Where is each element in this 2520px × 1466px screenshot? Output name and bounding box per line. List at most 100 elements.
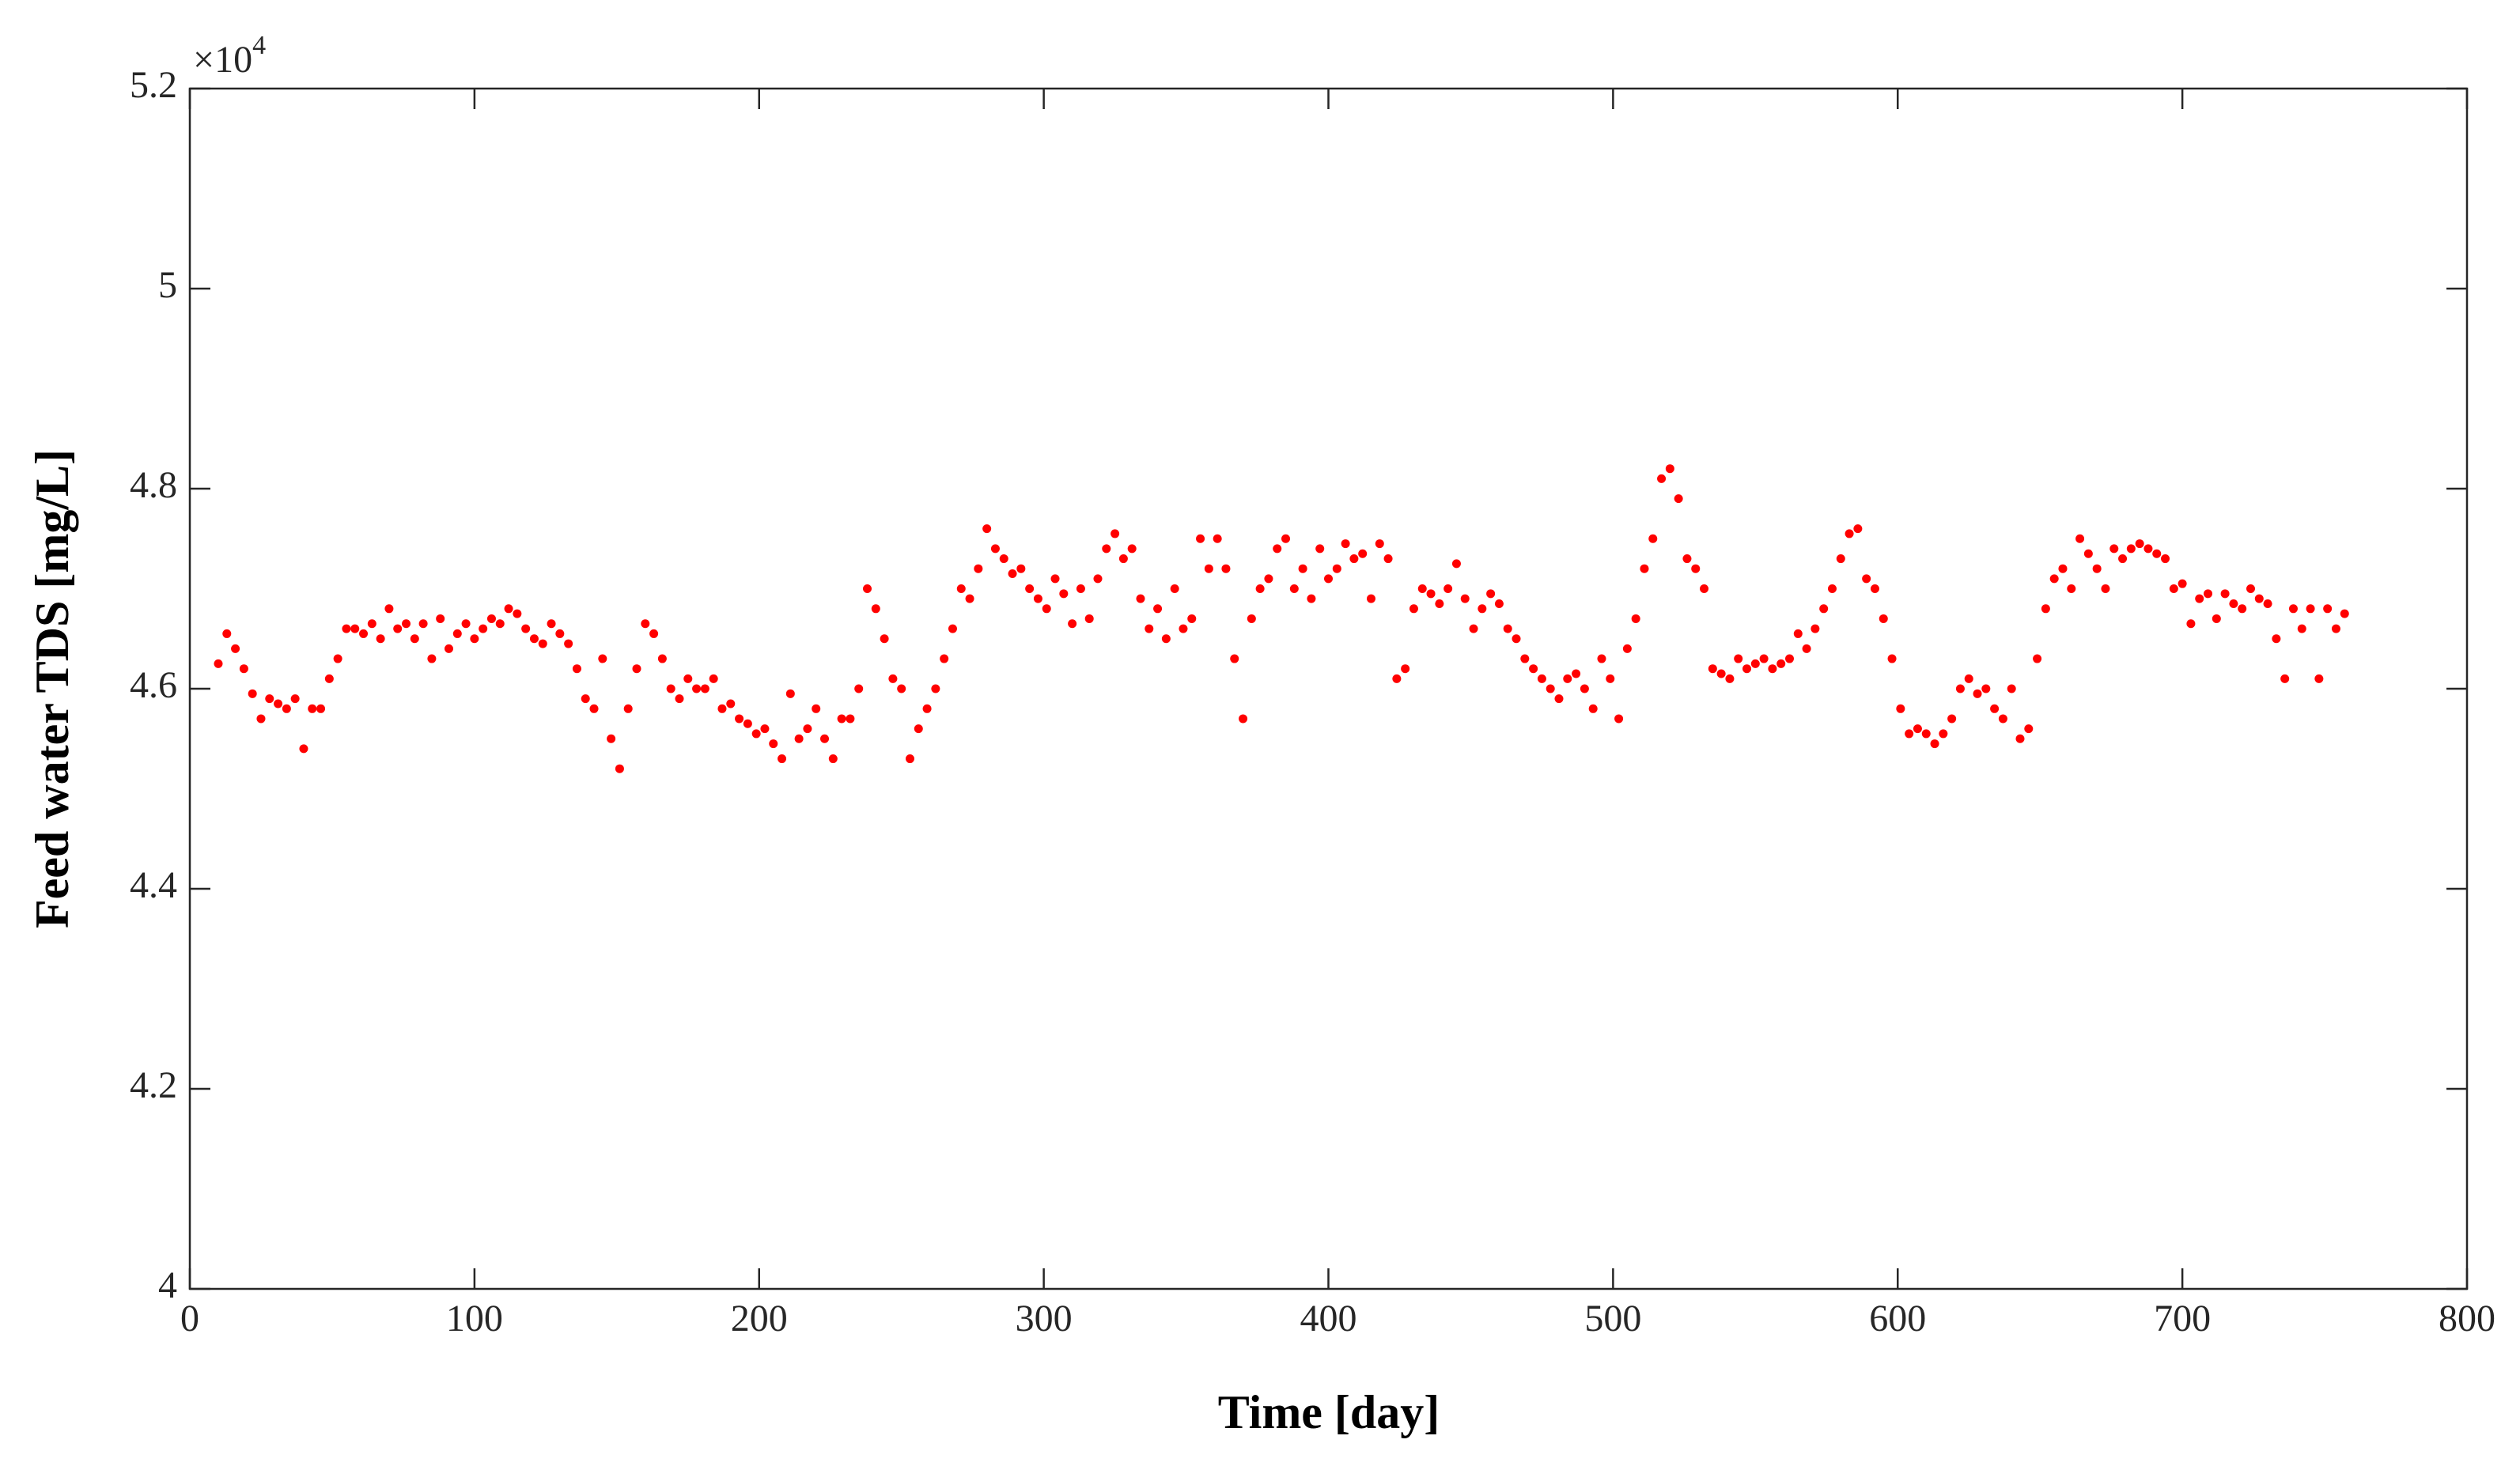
data-point xyxy=(1050,574,1060,584)
data-point xyxy=(359,629,369,638)
data-point xyxy=(1768,664,1777,674)
data-point xyxy=(2297,624,2306,633)
data-point xyxy=(521,624,531,633)
data-point xyxy=(1084,614,1094,623)
data-point xyxy=(965,594,974,603)
data-point xyxy=(1682,554,1692,564)
data-point xyxy=(2007,684,2016,693)
data-point xyxy=(709,674,718,683)
data-point xyxy=(2075,534,2085,543)
data-point xyxy=(2067,584,2076,593)
data-point xyxy=(1939,729,1948,739)
data-point xyxy=(350,624,360,633)
x-tick-label: 0 xyxy=(180,1298,199,1339)
data-point xyxy=(1896,704,1905,713)
data-point xyxy=(1478,604,1487,614)
data-point xyxy=(871,604,880,614)
y-tick-label: 4.2 xyxy=(130,1064,177,1106)
data-point xyxy=(1093,574,1103,584)
data-point xyxy=(1136,594,1145,603)
data-point xyxy=(308,704,317,713)
data-point xyxy=(2272,634,2281,644)
data-point xyxy=(1955,684,1965,693)
data-point xyxy=(2246,584,2255,593)
data-point xyxy=(290,694,300,704)
data-point xyxy=(974,564,983,573)
y-tick-label: 5 xyxy=(158,264,177,306)
data-point xyxy=(1887,654,1897,663)
data-point xyxy=(1264,574,1273,584)
y-tick-label: 4.4 xyxy=(130,864,177,906)
data-point xyxy=(1349,554,1359,564)
data-point xyxy=(547,619,556,629)
data-point xyxy=(564,639,573,648)
data-point xyxy=(1725,674,1735,683)
y-tick-label: 4 xyxy=(158,1264,177,1306)
data-point xyxy=(2015,734,2025,743)
data-point xyxy=(922,704,932,713)
data-point xyxy=(1102,544,1111,554)
data-point xyxy=(735,714,744,724)
data-point xyxy=(316,704,326,713)
data-point xyxy=(649,629,659,638)
data-point xyxy=(700,684,709,693)
data-point xyxy=(1998,714,2007,724)
data-point xyxy=(410,634,419,644)
data-point xyxy=(1836,554,1845,564)
data-point xyxy=(1742,664,1752,674)
data-point xyxy=(1759,654,1769,663)
data-point xyxy=(1981,684,1991,693)
data-point xyxy=(1657,474,1667,483)
y-tick-label: 5.2 xyxy=(130,64,177,106)
data-point xyxy=(1315,544,1325,554)
data-point xyxy=(1614,714,1624,724)
data-point xyxy=(1503,624,1512,633)
data-point xyxy=(632,664,641,674)
data-point xyxy=(1298,564,1307,573)
data-point xyxy=(1750,659,1760,668)
data-point xyxy=(760,724,770,734)
data-point xyxy=(846,714,855,724)
data-point xyxy=(1486,589,1496,599)
data-point xyxy=(1622,644,1632,653)
data-point xyxy=(2323,604,2333,614)
data-point xyxy=(623,704,633,713)
data-point xyxy=(1118,554,1128,564)
data-point xyxy=(470,634,479,644)
data-point xyxy=(854,684,864,693)
data-point xyxy=(1230,654,1239,663)
data-point xyxy=(1221,564,1231,573)
data-point xyxy=(393,624,403,633)
data-point xyxy=(1494,599,1504,608)
data-point xyxy=(529,634,539,644)
data-point xyxy=(828,754,838,764)
data-point xyxy=(2101,584,2110,593)
data-point xyxy=(2340,609,2349,618)
data-point xyxy=(683,674,693,683)
data-point xyxy=(863,584,872,593)
data-point xyxy=(2092,564,2102,573)
data-point xyxy=(384,604,394,614)
data-point xyxy=(1631,614,1640,623)
data-point xyxy=(2263,599,2272,608)
data-point xyxy=(265,694,274,704)
data-point xyxy=(461,619,471,629)
data-point xyxy=(1691,564,1701,573)
data-point xyxy=(1383,554,1393,564)
data-point xyxy=(1033,594,1042,603)
data-point xyxy=(1289,584,1299,593)
data-point xyxy=(1537,674,1546,683)
data-point xyxy=(956,584,966,593)
data-point xyxy=(2161,554,2170,564)
x-tick-label: 800 xyxy=(2439,1298,2495,1339)
data-point xyxy=(1947,714,1957,724)
data-point xyxy=(1426,589,1436,599)
data-point xyxy=(504,604,513,614)
data-point xyxy=(1930,739,1939,749)
data-point xyxy=(418,619,428,629)
data-point xyxy=(1913,724,1922,734)
data-point xyxy=(1204,564,1213,573)
data-point xyxy=(1281,534,1291,543)
data-point xyxy=(1793,629,1803,638)
data-point xyxy=(367,619,376,629)
